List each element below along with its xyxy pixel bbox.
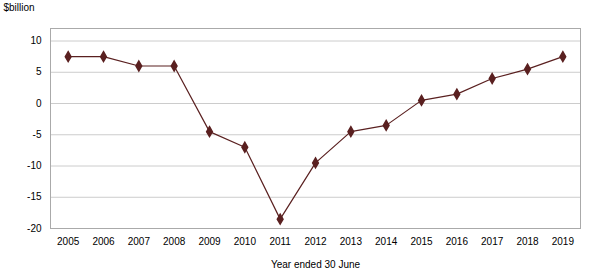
svg-text:-5: -5 — [33, 129, 42, 140]
svg-text:2009: 2009 — [198, 236, 221, 247]
svg-text:2011: 2011 — [269, 236, 291, 247]
svg-text:2019: 2019 — [552, 236, 575, 247]
svg-text:2012: 2012 — [304, 236, 327, 247]
svg-text:10: 10 — [30, 35, 42, 46]
svg-text:2017: 2017 — [481, 236, 504, 247]
svg-text:0: 0 — [36, 98, 42, 109]
svg-text:-20: -20 — [27, 223, 42, 234]
svg-text:2016: 2016 — [446, 236, 469, 247]
svg-text:$billion: $billion — [4, 2, 35, 13]
svg-text:2014: 2014 — [375, 236, 398, 247]
svg-text:5: 5 — [36, 66, 42, 77]
svg-text:Year ended 30 June: Year ended 30 June — [271, 259, 361, 270]
svg-text:2008: 2008 — [163, 236, 186, 247]
svg-text:-15: -15 — [27, 191, 42, 202]
svg-text:2013: 2013 — [340, 236, 363, 247]
svg-text:2006: 2006 — [92, 236, 115, 247]
svg-text:-10: -10 — [27, 160, 42, 171]
svg-text:2005: 2005 — [57, 236, 80, 247]
svg-text:2010: 2010 — [234, 236, 257, 247]
svg-text:2007: 2007 — [128, 236, 151, 247]
svg-text:2015: 2015 — [410, 236, 433, 247]
svg-text:2018: 2018 — [516, 236, 539, 247]
